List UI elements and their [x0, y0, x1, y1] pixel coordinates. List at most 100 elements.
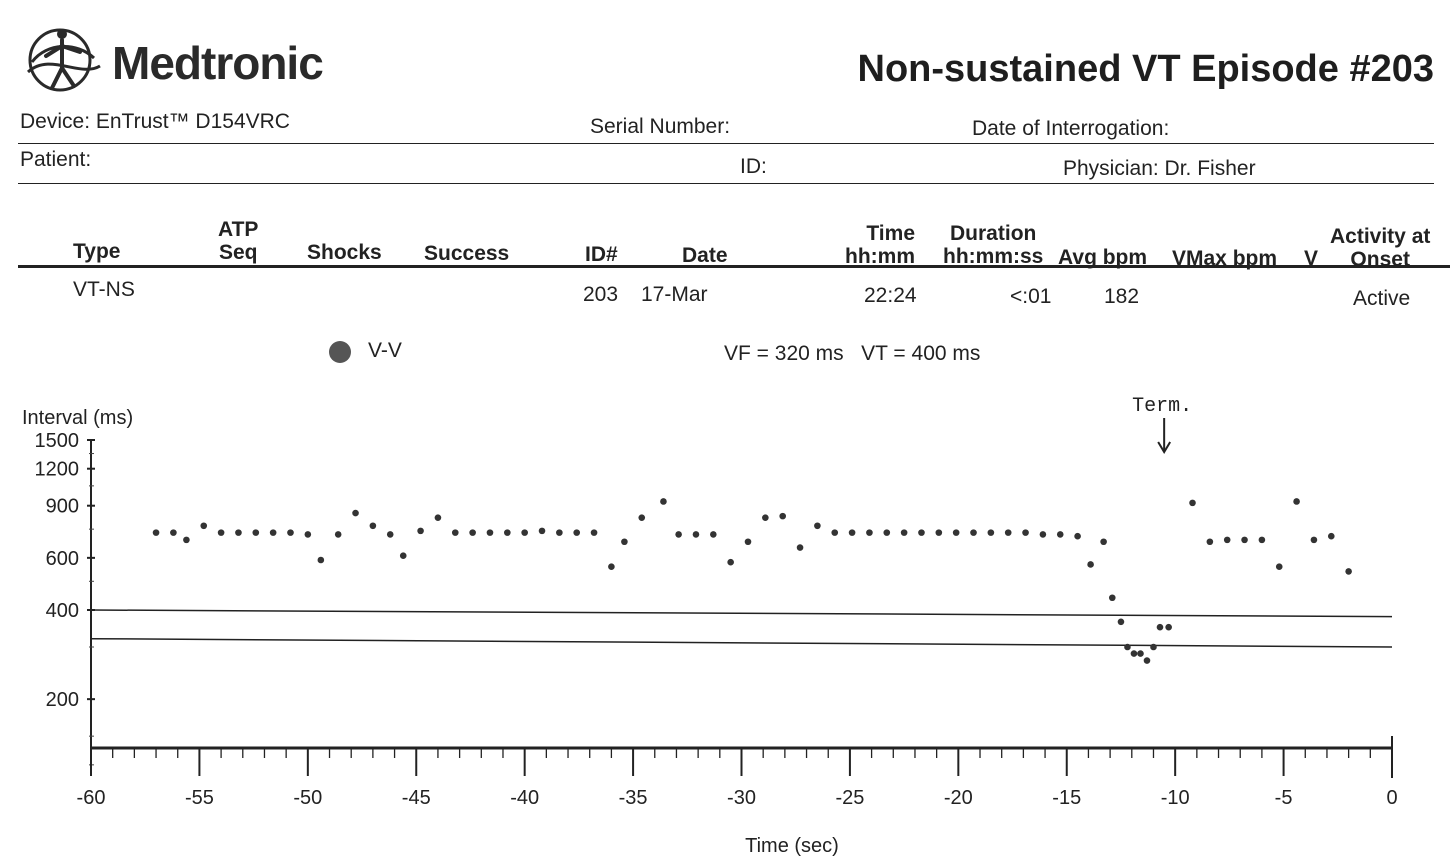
threshold-line-vt [90, 609, 1393, 618]
data-point [1004, 529, 1012, 536]
x-tick-label-0: 0 [1386, 787, 1397, 809]
x-tick-label--25: -25 [835, 787, 864, 809]
data-point [692, 531, 700, 538]
data-point [1150, 643, 1157, 651]
cell-duration: <:01 [1010, 285, 1052, 308]
data-point [287, 529, 294, 536]
data-point [417, 527, 424, 535]
data-point [1143, 657, 1151, 664]
data-point [1124, 643, 1131, 651]
data-point [638, 514, 646, 521]
data-point [727, 558, 734, 566]
col-header-v: V [1304, 247, 1319, 270]
data-point [1258, 536, 1266, 544]
data-point [469, 529, 476, 536]
y-tick-label-1200: 1200 [35, 459, 80, 481]
data-point [252, 529, 260, 536]
data-point [200, 522, 208, 530]
page-title: Non-sustained VT Episode #203 [857, 48, 1434, 90]
data-point [1156, 623, 1164, 631]
data-point [334, 531, 342, 538]
info-divider-1 [18, 143, 1434, 144]
data-point [918, 529, 925, 536]
col-header-date: Date [682, 244, 728, 267]
y-tick-label-1500: 1500 [35, 430, 80, 452]
col-header-duration: Duration hh:mm:ss [943, 222, 1044, 268]
data-point [486, 529, 494, 536]
x-tick-label--55: -55 [185, 787, 214, 809]
data-point [660, 498, 667, 505]
data-point [1108, 594, 1116, 602]
y-axis-label: Interval (ms) [22, 407, 133, 429]
data-point [1206, 538, 1214, 546]
data-point [831, 529, 839, 536]
zone-thresholds: VF = 320 ms VT = 400 ms [724, 342, 981, 365]
data-point [538, 527, 546, 535]
col-header-id: ID# [585, 243, 618, 266]
data-point [883, 529, 891, 536]
data-point [848, 529, 856, 536]
cell-avg-bpm: 182 [1104, 285, 1140, 308]
serial-number-label: Serial Number: [590, 115, 731, 138]
data-point [183, 536, 190, 544]
device-label: Device: EnTrust™ D154VRC [20, 110, 290, 133]
x-axis-label: Time (sec) [745, 835, 839, 857]
data-point [1117, 618, 1125, 626]
data-point [352, 509, 359, 517]
data-point [1293, 498, 1300, 505]
brand-name: Medtronic [112, 37, 324, 89]
data-point [779, 512, 786, 520]
x-tick-label--5: -5 [1275, 787, 1293, 809]
data-point [573, 529, 581, 536]
data-point [762, 514, 769, 521]
data-point [386, 531, 394, 538]
legend-marker [329, 341, 351, 363]
interrogation-date-label: Date of Interrogation: [972, 117, 1170, 140]
col-header-vmax-bpm: VMax bpm [1172, 247, 1278, 270]
data-point [1056, 531, 1064, 538]
data-point [1345, 568, 1352, 575]
data-point [1327, 532, 1335, 540]
x-tick-label--60: -60 [77, 787, 106, 809]
data-point [1223, 536, 1231, 544]
cell-id: 203 [583, 283, 619, 306]
data-point [269, 529, 277, 536]
col-header-success: Success [424, 242, 510, 265]
data-point [1275, 563, 1283, 571]
data-point [970, 529, 977, 536]
col-header-time: Time hh:mm [845, 222, 915, 268]
data-point [866, 529, 873, 536]
data-point [952, 529, 960, 536]
data-point [170, 529, 177, 536]
data-point [710, 531, 717, 538]
x-tick-label--40: -40 [510, 787, 539, 809]
physician-label: Physician: Dr. Fisher [1063, 157, 1256, 180]
table-header-divider [18, 265, 1450, 268]
data-point [744, 538, 752, 546]
data-point [1022, 529, 1029, 536]
data-point [900, 529, 908, 536]
data-point [217, 529, 225, 536]
col-header-shocks: Shocks [307, 241, 382, 264]
data-point [987, 529, 995, 536]
col-header-avg-bpm: Avg bpm [1058, 246, 1148, 269]
legend-label: V-V [368, 339, 402, 362]
patient-label: Patient: [20, 148, 92, 171]
x-tick-label--30: -30 [727, 787, 756, 809]
y-tick-label-400: 400 [46, 600, 79, 622]
x-tick-label--50: -50 [293, 787, 322, 809]
data-point [935, 529, 943, 536]
termination-arrow-head [1157, 441, 1172, 454]
data-point [1137, 650, 1144, 657]
data-point [152, 529, 160, 536]
data-point [1087, 561, 1094, 568]
x-tick-label--15: -15 [1052, 787, 1081, 809]
x-tick-label--10: -10 [1161, 787, 1190, 809]
termination-annotation: Term. [1132, 395, 1192, 418]
data-point [1130, 650, 1138, 657]
x-tick-label--45: -45 [402, 787, 431, 809]
data-point [434, 514, 442, 521]
cell-activity: Active [1353, 287, 1411, 310]
data-point [1310, 536, 1318, 544]
